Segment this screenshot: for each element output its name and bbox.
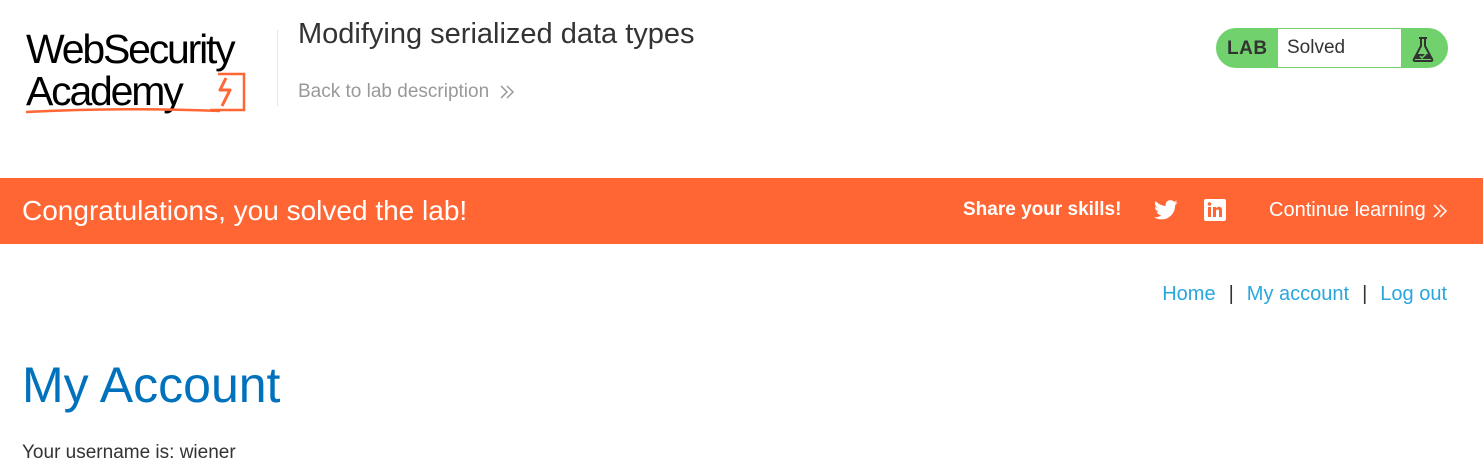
banner-message: Congratulations, you solved the lab! [22,195,468,226]
username-text: Your username is: wiener [22,442,236,463]
continue-learning-label: Continue learning [1269,199,1426,221]
lab-title: Modifying serialized data types [298,18,695,50]
page-header: WebSecurity Academy Modifying serialized… [0,0,1483,178]
linkedin-icon[interactable] [1204,199,1226,221]
nav-my-account-link[interactable]: My account [1246,283,1350,305]
double-chevron-right-icon [500,85,515,99]
logo-line-1: WebSecurity [26,26,236,72]
flask-icon [1412,37,1434,62]
nav-log-out-link[interactable]: Log out [1380,283,1447,305]
back-to-lab-description-link[interactable]: Back to lab description [298,81,515,103]
double-chevron-right-icon [1433,203,1447,218]
header-divider [277,30,278,106]
page-title: My Account [22,357,281,413]
back-link-label: Back to lab description [298,81,490,102]
nav-separator: | [1362,283,1368,305]
share-skills-label: Share your skills! [963,199,1122,220]
lab-badge-label: LAB [1227,38,1268,59]
lab-status-value: Solved [1287,37,1346,58]
lab-status-badge: LAB Solved [1216,28,1448,68]
logo-line-2: Academy [26,68,184,114]
continue-learning-link[interactable]: Continue learning [1269,199,1448,222]
top-nav: Home | My account | Log out [1162,283,1447,306]
lab-status-box: Solved [1278,29,1401,67]
web-security-academy-logo[interactable]: WebSecurity Academy [24,26,274,118]
twitter-icon[interactable] [1154,199,1178,221]
logo-underline [25,107,221,114]
congratulations-banner: Congratulations, you solved the lab! Sha… [0,178,1483,244]
nav-home-link[interactable]: Home [1162,283,1216,305]
nav-separator: | [1228,283,1234,305]
logo-lightning-icon [210,72,246,112]
